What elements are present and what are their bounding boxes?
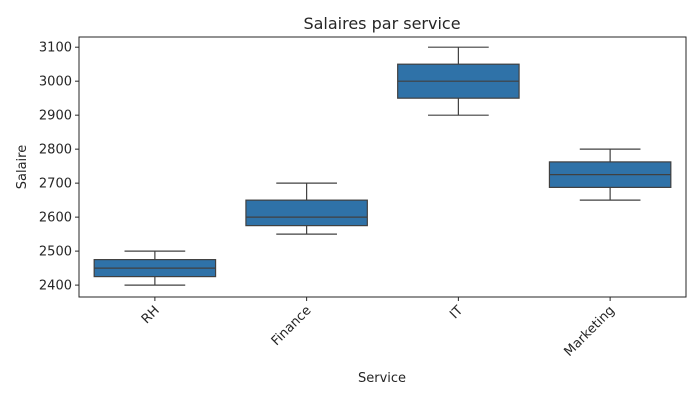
y-axis: 2400 2500 2600 2700 2800 2900 3000 3100	[39, 41, 79, 294]
x-tick-label: Finance	[269, 303, 315, 349]
box-marketing	[548, 148, 672, 201]
box-rh	[93, 250, 217, 286]
x-tick-label: RH	[139, 303, 163, 327]
y-tick-label: 2600	[39, 211, 72, 226]
y-tick-label: 3100	[39, 41, 72, 56]
x-tick-label: Marketing	[562, 303, 618, 359]
box-finance	[245, 182, 368, 235]
x-axis-label: Service	[358, 371, 406, 386]
y-tick-label: 2900	[39, 109, 72, 124]
y-tick-label: 2400	[39, 279, 72, 294]
iqr-box	[245, 199, 368, 227]
y-tick-label: 2800	[39, 143, 72, 158]
y-tick-label: 2700	[39, 177, 72, 192]
box-it	[397, 46, 520, 116]
chart-title: Salaires par service	[303, 14, 460, 33]
y-axis-label: Salaire	[15, 145, 30, 189]
plot-frame	[78, 36, 687, 298]
x-tick-label: IT	[447, 303, 466, 322]
boxes-layer	[93, 46, 672, 286]
y-tick-label: 3000	[39, 75, 72, 90]
x-axis: RH Finance IT Marketing	[139, 297, 618, 360]
y-tick-label: 2500	[39, 245, 72, 260]
